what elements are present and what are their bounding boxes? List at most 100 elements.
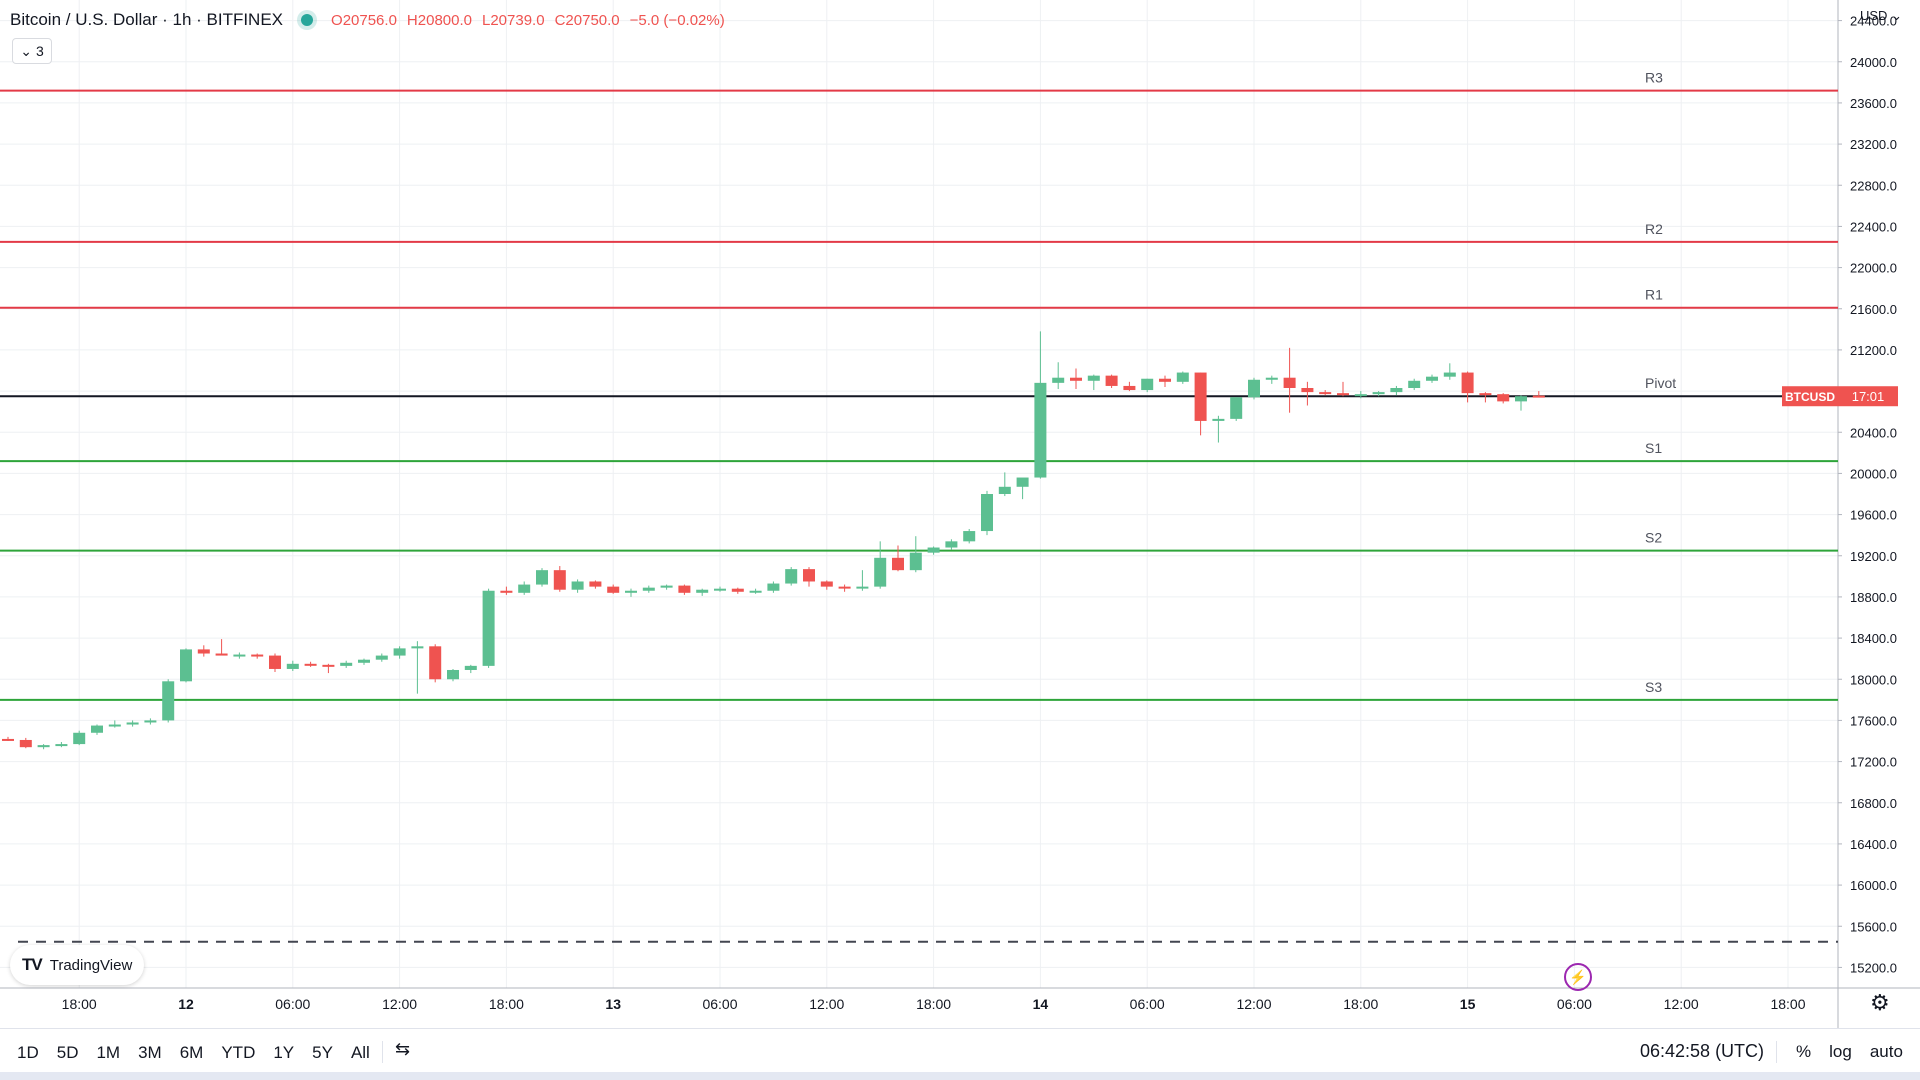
candle-body[interactable] [1265,377,1278,380]
candle-body[interactable] [1479,393,1492,396]
candle-body[interactable] [820,581,833,587]
candle-body[interactable] [1194,372,1207,421]
candle-body[interactable] [19,739,32,748]
candle-body[interactable] [1105,375,1118,386]
candle-body[interactable] [500,590,513,593]
lightning-icon[interactable]: ⚡ [1564,963,1592,991]
candle-body[interactable] [144,720,157,723]
currency-menu[interactable]: USD ⌄ [1860,8,1902,24]
candle-body[interactable] [696,589,709,593]
candle-body[interactable] [660,585,673,588]
candle-body[interactable] [1354,394,1367,397]
candle-body[interactable] [233,654,246,657]
candle-body[interactable] [1087,375,1100,381]
candle-body[interactable] [1532,395,1545,398]
candle-body[interactable] [411,646,424,649]
candle-body[interactable] [838,586,851,589]
candle-body[interactable] [269,655,281,669]
candle-body[interactable] [1034,382,1047,478]
candle-body[interactable] [642,587,655,591]
candle-body[interactable] [856,586,869,589]
candle-body[interactable] [358,659,370,663]
candle-body[interactable] [945,541,958,548]
candle-body[interactable] [340,662,353,666]
candle-body[interactable] [108,724,121,727]
candle-body[interactable] [1497,394,1510,402]
tradingview-logo[interactable]: TV TradingView [10,945,145,985]
candle-body[interactable] [874,557,887,587]
candle-body[interactable] [1372,392,1385,395]
candle-body[interactable] [215,653,228,656]
candle-body[interactable] [393,648,406,656]
candle-body[interactable] [1016,477,1029,487]
date-range-icon[interactable]: ⇆ [395,1039,411,1059]
candle-body[interactable] [678,585,691,593]
candle-body[interactable] [1248,379,1260,398]
timeframe-button[interactable]: 5Y [312,1043,333,1062]
timeframe-button[interactable]: 5D [56,1043,79,1062]
candle-body[interactable] [429,646,442,680]
candle-body[interactable] [536,570,548,585]
candle-body[interactable] [714,588,726,591]
candle-body[interactable] [162,681,175,721]
candle-body[interactable] [126,722,139,725]
candle-body[interactable] [1283,377,1296,388]
candle-body[interactable] [1461,372,1474,394]
candle-body[interactable] [447,669,459,680]
candle-body[interactable] [785,569,798,584]
candle-body[interactable] [180,649,192,682]
candle-body[interactable] [518,584,531,593]
candle-body[interactable] [1337,393,1349,396]
candle-body[interactable] [1390,387,1403,393]
candle-body[interactable] [1070,377,1082,381]
candle-body[interactable] [197,649,210,654]
candle-body[interactable] [482,590,495,666]
candle-body[interactable] [322,664,335,667]
candle-body[interactable] [927,547,940,553]
candle-body[interactable] [981,494,993,532]
candle-body[interactable] [1515,396,1527,402]
candle-body[interactable] [286,663,299,669]
candle-body[interactable] [909,552,922,571]
candle-body[interactable] [55,744,68,747]
timeframe-button[interactable]: 3M [138,1043,162,1062]
candle-body[interactable] [1443,372,1456,377]
settings-gear-icon[interactable]: ⚙ [1870,990,1890,1015]
candle-body[interactable] [731,588,744,592]
candle-body[interactable] [251,654,264,657]
timeframe-button[interactable]: All [350,1043,370,1062]
candle-body[interactable] [625,590,637,593]
candle-body[interactable] [91,725,103,733]
timeframe-button[interactable]: YTD [221,1043,256,1062]
candle-body[interactable] [1230,397,1243,419]
symbol-title[interactable]: Bitcoin / U.S. Dollar · 1h · BITFINEX [10,10,284,29]
candle-body[interactable] [998,486,1011,494]
candle-body[interactable] [767,583,780,591]
scale-option-button[interactable]: log [1829,1042,1852,1061]
scale-option-button[interactable]: % [1796,1042,1812,1061]
candle-body[interactable] [803,569,815,582]
candle-body[interactable] [1052,377,1065,383]
candle-body[interactable] [553,570,566,590]
candle-body[interactable] [1159,378,1171,382]
candle-body[interactable] [892,557,904,571]
candle-body[interactable] [571,581,584,590]
candle-body[interactable] [464,665,477,670]
candle-body[interactable] [73,732,86,745]
candle-body[interactable] [963,531,976,542]
candle-body[interactable] [1319,392,1332,395]
candle-body[interactable] [607,586,620,593]
candle-body[interactable] [2,738,14,741]
candle-body[interactable] [749,590,762,593]
indicators-toggle-button[interactable]: ⌄ 3 [12,38,52,64]
timeframe-button[interactable]: 1Y [273,1043,295,1062]
candle-body[interactable] [589,581,602,587]
utc-clock[interactable]: 06:42:58 (UTC) [1640,1041,1765,1061]
candle-body[interactable] [1141,378,1154,391]
candle-body[interactable] [1123,385,1136,391]
scale-option-button[interactable]: auto [1869,1042,1903,1061]
timeframe-button[interactable]: 1M [96,1043,121,1062]
candle-body[interactable] [375,655,388,660]
timeframe-button[interactable]: 1D [17,1043,39,1062]
